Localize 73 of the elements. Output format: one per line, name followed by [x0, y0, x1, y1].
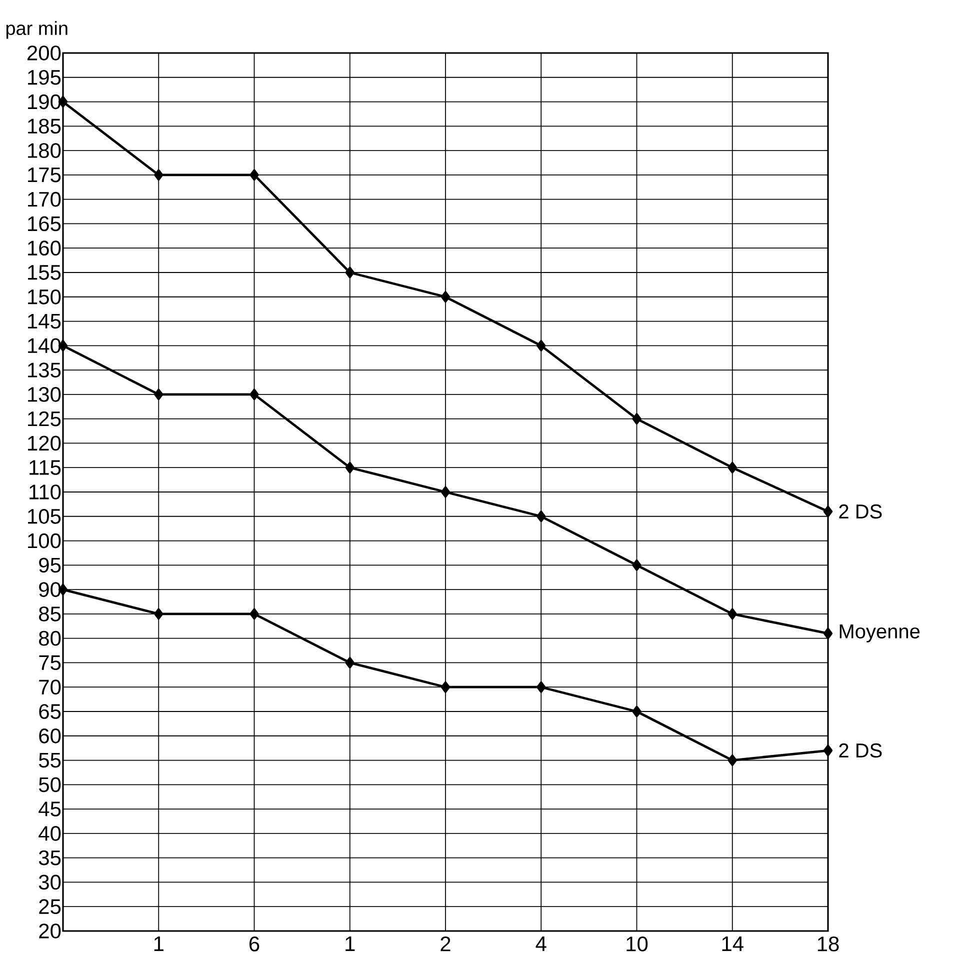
y-tick-label: 50	[38, 777, 61, 792]
point	[536, 340, 546, 352]
y-tick-label: 155	[28, 265, 61, 280]
y-tick-label: 25	[39, 899, 61, 914]
series-label: Moyenne	[840, 624, 920, 642]
point	[728, 608, 737, 620]
y-tick-label: 65	[39, 704, 61, 719]
y-tick-label: 105	[28, 508, 61, 524]
y-tick-label: 115	[30, 460, 61, 475]
y-tick-label: 200	[28, 46, 61, 60]
y-tick-label: 100	[28, 533, 61, 548]
y-tick-label: 95	[39, 558, 61, 573]
y-tick-label: 185	[28, 118, 61, 134]
y-tick-label: 190	[28, 94, 61, 110]
y-tick-label: 150	[28, 289, 61, 304]
point	[440, 486, 450, 498]
y-tick-label: 165	[28, 216, 61, 232]
point	[154, 388, 164, 400]
point	[345, 462, 354, 474]
y-tick-label: 135	[28, 362, 61, 378]
x-tick-label: 18	[818, 936, 839, 952]
y-tick-label: 55	[38, 752, 61, 768]
y-tick-label: 160	[28, 240, 61, 256]
series-label: 2 DS	[839, 504, 882, 519]
point	[250, 608, 259, 620]
point	[823, 744, 833, 756]
y-tick-label: 170	[28, 192, 61, 207]
point	[536, 510, 546, 522]
point	[728, 754, 737, 766]
y-tick-label: 80	[39, 630, 61, 646]
point	[154, 608, 164, 620]
y-tick-label: 125	[28, 411, 61, 426]
point	[823, 506, 833, 518]
y-tick-label: 70	[39, 680, 61, 695]
point	[632, 706, 642, 718]
y-tick-label: 140	[28, 338, 61, 354]
x-tick-label: 1	[346, 936, 355, 951]
series-label: 2 DS	[839, 743, 882, 758]
point	[632, 413, 642, 425]
x-tick-label: 6	[249, 936, 260, 952]
y-tick-label: 120	[28, 436, 61, 451]
y-tick-label: 180	[28, 143, 61, 158]
y-tick-label: 20	[39, 924, 61, 938]
point	[440, 291, 450, 303]
y-tick-label: 75	[39, 655, 61, 670]
y-tick-label: 175	[28, 168, 61, 182]
y-tick-label: 40	[38, 826, 61, 841]
x-tick-label: 14	[722, 936, 744, 951]
point	[823, 628, 833, 640]
y-axis-title: par min	[6, 21, 68, 39]
y-tick-label: 110	[30, 484, 61, 500]
x-tick-label: 1	[154, 936, 164, 951]
point	[440, 681, 450, 693]
y-tick-label: 195	[28, 70, 61, 85]
y-tick-label: 60	[39, 728, 61, 744]
y-tick-label: 45	[38, 802, 61, 816]
y-tick-label: 90	[39, 582, 61, 597]
point	[345, 266, 354, 278]
y-tick-label: 130	[28, 387, 61, 402]
x-tick-label: 4	[536, 936, 546, 951]
point	[250, 388, 259, 400]
x-tick-label: 10	[626, 936, 648, 952]
point	[154, 169, 164, 181]
point	[536, 681, 546, 693]
point	[728, 462, 737, 474]
y-tick-label: 30	[38, 874, 61, 890]
x-tick-label: 2	[440, 936, 450, 952]
point	[632, 559, 642, 571]
y-tick-label: 85	[39, 606, 61, 622]
y-tick-label: 35	[38, 850, 61, 866]
y-tick-label: 145	[28, 314, 61, 329]
point	[345, 657, 354, 668]
point	[250, 169, 259, 181]
